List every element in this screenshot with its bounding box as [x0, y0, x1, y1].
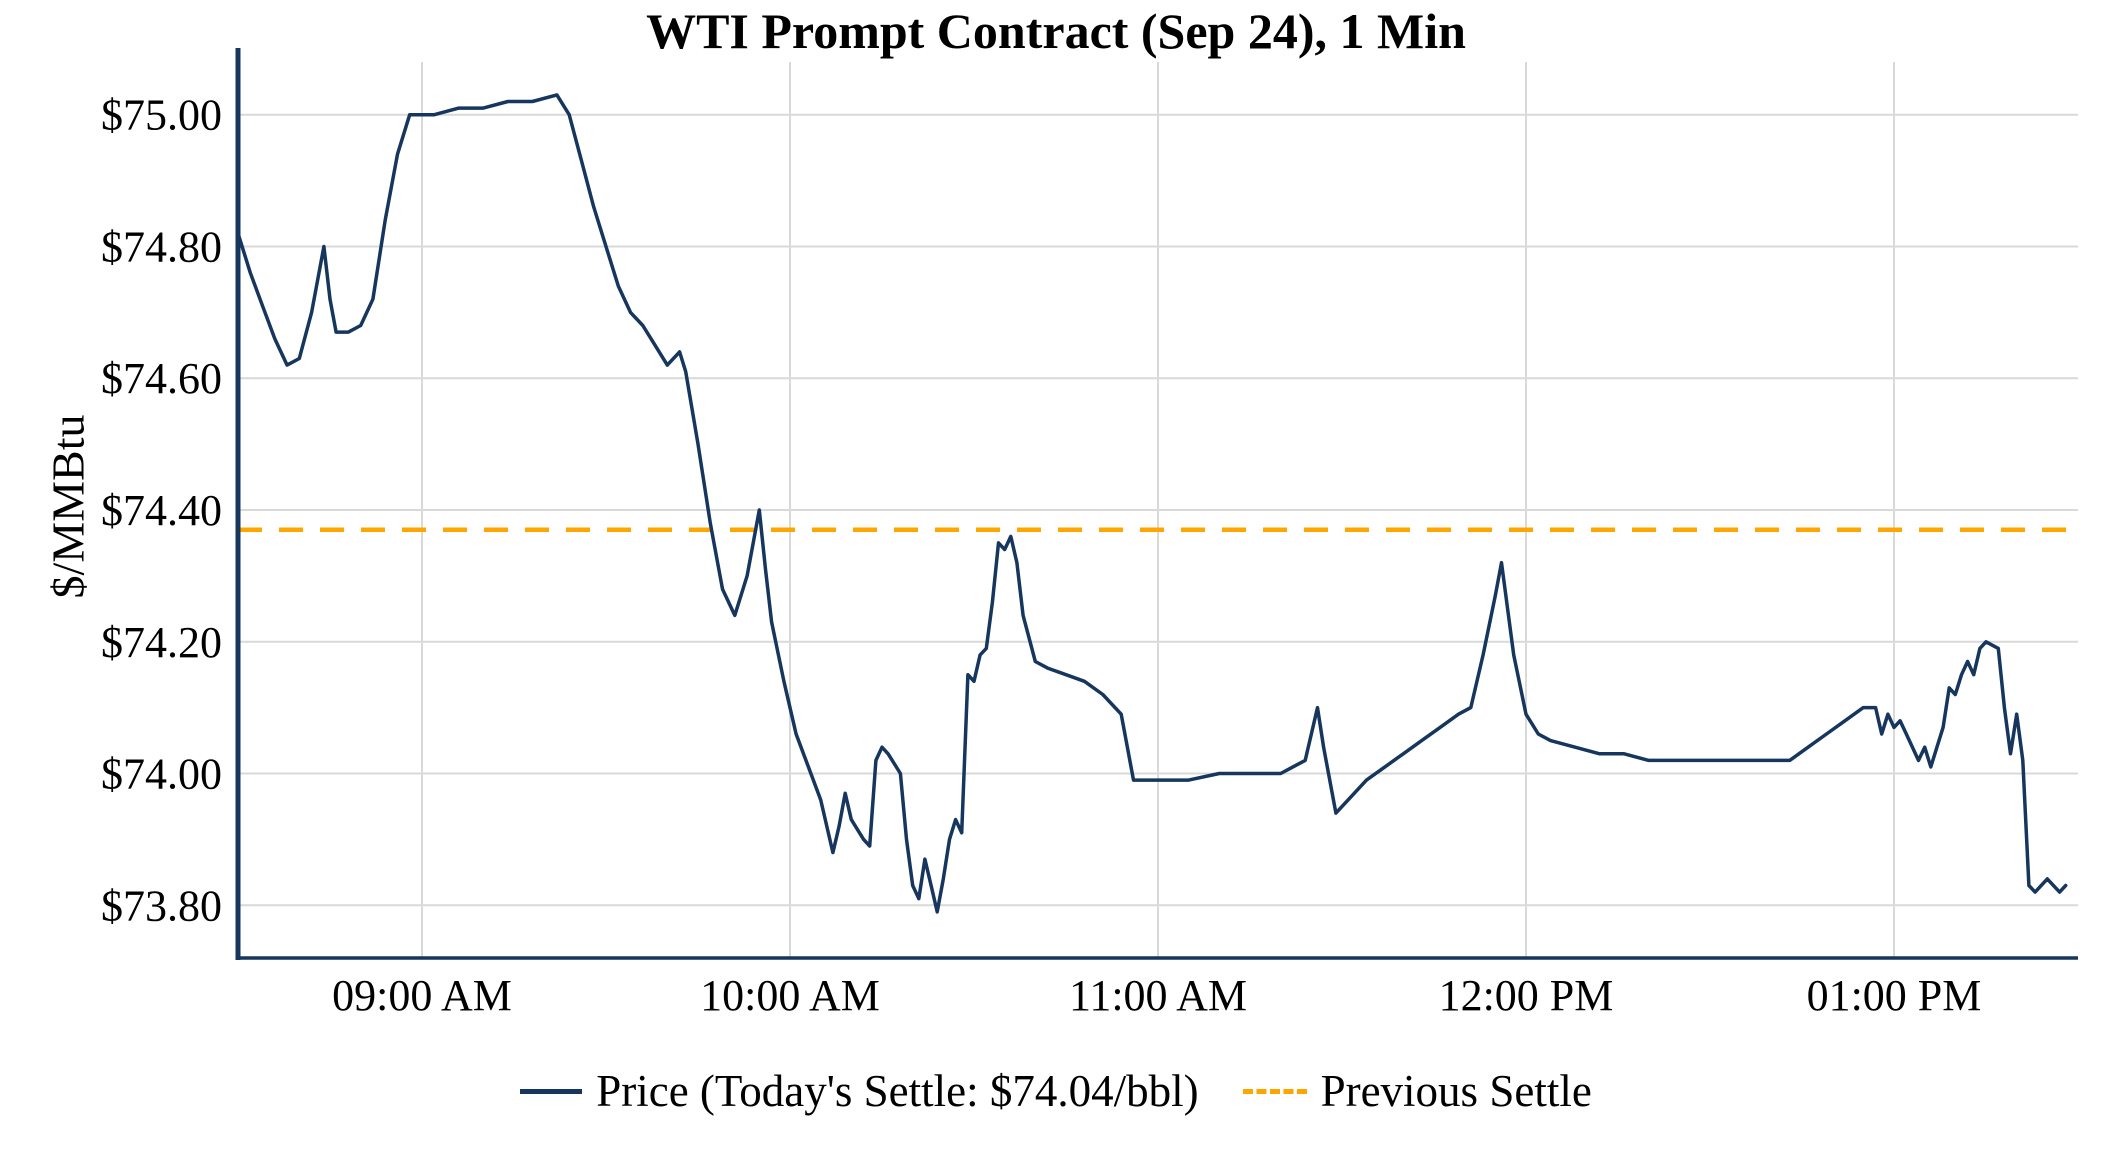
y-tick-label: $74.00 [101, 750, 222, 799]
y-tick-label: $73.80 [101, 881, 222, 930]
x-tick-label: 10:00 AM [700, 971, 880, 1020]
price-chart-svg: $73.80 $74.00 $74.20 $74.40 $74.60 $74.80 $75.… [101, 48, 2078, 1020]
chart-legend: Price (Today's Settle: $74.04/bbl) Previ… [0, 1056, 2112, 1126]
x-tick-label: 09:00 AM [332, 971, 512, 1020]
y-axis-label: $/MMBtu [42, 414, 94, 599]
chart-title: WTI Prompt Contract (Sep 24), 1 Min [646, 3, 1466, 59]
y-tick-label: $74.60 [101, 354, 222, 403]
x-tick-label: 11:00 AM [1069, 971, 1247, 1020]
legend-price-label: Price (Today's Settle: $74.04/bbl) [596, 1066, 1199, 1116]
y-tick-label: $75.00 [101, 91, 222, 140]
y-tick-label: $74.20 [101, 618, 222, 667]
previous-settle-dash-swatch-icon [1242, 1088, 1307, 1094]
y-tick-label: $74.80 [101, 222, 222, 271]
price-line-swatch-icon [520, 1088, 583, 1094]
legend-item-previous-settle: Previous Settle [1242, 1065, 1592, 1117]
legend-previous-settle-label: Previous Settle [1320, 1066, 1592, 1116]
x-tick-label: 12:00 PM [1439, 971, 1614, 1020]
x-tick-label: 01:00 PM [1807, 971, 1982, 1020]
legend-item-price: Price (Today's Settle: $74.04/bbl) [520, 1065, 1199, 1117]
y-tick-label: $74.40 [101, 486, 222, 535]
price-line [236, 93, 2068, 914]
price-chart-canvas: $73.80 $74.00 $74.20 $74.40 $74.60 $74.80 $75.… [101, 48, 2078, 1020]
